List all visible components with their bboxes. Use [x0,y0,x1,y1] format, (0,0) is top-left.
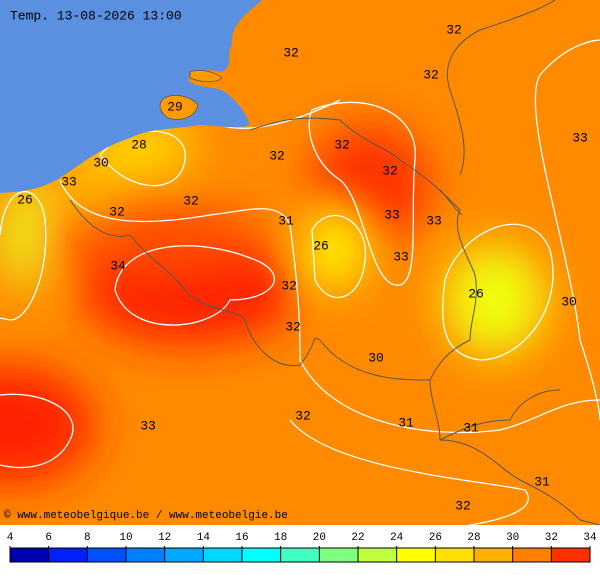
contour-labels: 32 32 32 29 28 32 33 32 30 33 32 26 32 32 31 33 33 26 33 34… [17,22,588,513]
legend-tick-label: 10 [119,532,132,544]
contour-label: 33 [384,207,400,222]
contour-label: 32 [109,204,125,219]
sea [0,0,262,193]
contour-label: 32 [382,163,398,178]
legend-tick-label: 6 [45,532,52,544]
legend-swatch [474,548,513,562]
legend-tick-label: 28 [467,532,480,544]
contour-label: 28 [131,137,147,152]
legend-swatch [435,548,474,562]
contour-label: 32 [334,137,350,152]
legend-swatch [203,548,242,562]
legend-swatch [280,548,320,562]
legend-tick-label: 26 [429,532,442,544]
borders [69,0,600,525]
contour-label: 29 [167,99,183,114]
contour-label: 32 [455,498,471,513]
contour-label: 32 [285,319,301,334]
contour-label: 32 [183,193,199,208]
contour-label: 33 [140,418,156,433]
legend-frame [9,547,591,563]
contour-label: 33 [393,249,409,264]
contour-label: 30 [368,350,384,365]
legend-tick-label: 20 [313,532,326,544]
contour-label: 32 [423,67,439,82]
legend-swatch [126,548,165,562]
contour-label: 30 [561,294,577,309]
map-title: Temp. 13-08-2026 13:00 [10,8,182,23]
legend-swatch [242,548,281,562]
legend-tick-label: 14 [197,532,211,544]
legend-swatch [87,548,126,562]
legend-tick-label: 24 [390,532,404,544]
contour-label: 33 [572,130,588,145]
contour-label: 31 [398,415,414,430]
contour-label: 32 [269,148,285,163]
contour-label: 34 [110,258,126,273]
contour-label: 31 [278,213,294,228]
contour-label: 32 [283,45,299,60]
contour-label: 26 [17,192,33,207]
island [189,70,223,83]
color-legend: 4 6 8 10 12 14 16 18 20 22 24 26 28 30 32 34 [7,532,597,563]
contour-label: 31 [463,420,479,435]
temperature-field [0,0,600,525]
contour-label: 31 [534,474,550,489]
contour-label: 26 [313,238,329,253]
legend-swatch [396,548,436,562]
legend-swatch [358,548,397,562]
legend-swatch [10,548,49,562]
legend-swatch [512,548,552,562]
contour-label: 33 [426,213,442,228]
legend-tick-label: 30 [506,532,519,544]
contour-label: 30 [93,155,109,170]
legend-tick-label: 4 [7,532,14,544]
contour-label: 32 [295,408,311,423]
contour-label: 32 [446,22,462,37]
legend-tick-label: 16 [235,532,248,544]
legend-swatch [48,548,88,562]
legend-tick-label: 22 [351,532,364,544]
legend-tick-label: 32 [545,532,558,544]
legend-swatch [319,548,358,562]
legend-tick-label: 8 [84,532,91,544]
credit: © www.meteobelgique.be / www.meteobelgie… [4,510,288,522]
contour-label: 32 [281,278,297,293]
contour-label: 26 [468,286,484,301]
legend-swatch [164,548,204,562]
legend-tick-label: 12 [158,532,171,544]
contour-label: 33 [61,174,77,189]
legend-tick-label: 18 [274,532,287,544]
legend-tick-label: 34 [583,532,597,544]
island [159,95,199,120]
legend-swatch [551,548,590,562]
